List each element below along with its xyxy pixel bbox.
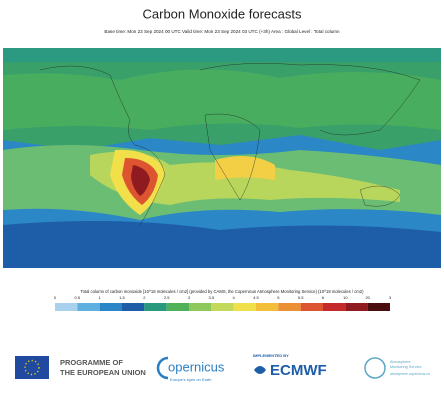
- colorbar-segment: [99, 303, 122, 311]
- colorbar-tick-label: 1: [99, 295, 102, 300]
- colorbar-segment: [144, 303, 167, 311]
- colorbar-tick-label: 3.5: [209, 295, 215, 300]
- colorbar-tick-label: 6: [322, 295, 325, 300]
- cams-text: Monitoring Service: [390, 365, 421, 369]
- ecmwf-logo: [254, 366, 266, 374]
- colorbar-tick-label: 5: [277, 295, 280, 300]
- cams-text: Atmosphere: [390, 360, 410, 364]
- colorbar-segment: [211, 303, 234, 311]
- colorbar-segment: [77, 303, 100, 311]
- colorbar-segment: [122, 303, 145, 311]
- colorbar-segment: [323, 303, 346, 311]
- colorbar-tick-label: 3: [188, 295, 191, 300]
- colorbar-segment: [166, 303, 189, 311]
- colorbar-tick-label: 2.5: [164, 295, 170, 300]
- map: [3, 48, 441, 268]
- colorbar-tick-label: 1.5: [119, 295, 125, 300]
- colorbar-tick-label: 20: [365, 295, 370, 300]
- colorbar-segment: [367, 303, 390, 311]
- subtitle: Base time: Mon 23 Sep 2024 00 UTC Valid …: [104, 29, 340, 34]
- cams-text: atmosphere.copernicus.eu: [390, 372, 430, 376]
- copernicus-text: opernicus: [168, 359, 225, 374]
- colorbar-label: Total column of carbon monoxide [10^18 m…: [81, 289, 365, 294]
- colorbar-segment: [300, 303, 323, 311]
- copernicus-tagline: Europe's eyes on Earth: [170, 377, 211, 382]
- colorbar-tick-label: 2: [143, 295, 146, 300]
- ecmwf-text: ECMWF: [270, 362, 327, 379]
- colorbar-tick-label: 0: [54, 295, 57, 300]
- colorbar-segment: [189, 303, 212, 311]
- colorbar-tick-label: 4.5: [253, 295, 259, 300]
- copernicus-logo: [156, 356, 169, 380]
- cams-logo: [364, 357, 386, 379]
- colorbar-segment: [256, 303, 279, 311]
- eu-logo: [15, 356, 49, 379]
- colorbar-tick-label: 3: [389, 295, 392, 300]
- title: Carbon Monoxide forecasts: [143, 6, 302, 21]
- colorbar-tick-label: 4: [233, 295, 236, 300]
- colorbar-segment: [278, 303, 301, 311]
- implemented-by: IMPLEMENTED BY: [253, 353, 289, 358]
- colorbar-segment: [55, 303, 78, 311]
- colorbar: 0 0.5 1 1.5 2 2.5 3 3.5 4 4.5 5 5.5 6 10 20 3: [54, 295, 392, 311]
- eu-text: PROGRAMME OF: [60, 358, 123, 367]
- colorbar-segment: [233, 303, 256, 311]
- colorbar-tick-label: 0.5: [75, 295, 81, 300]
- eu-text: THE EUROPEAN UNION: [60, 368, 146, 377]
- colorbar-segment: [345, 303, 368, 311]
- colorbar-tick-label: 5.5: [298, 295, 304, 300]
- colorbar-tick-label: 10: [343, 295, 348, 300]
